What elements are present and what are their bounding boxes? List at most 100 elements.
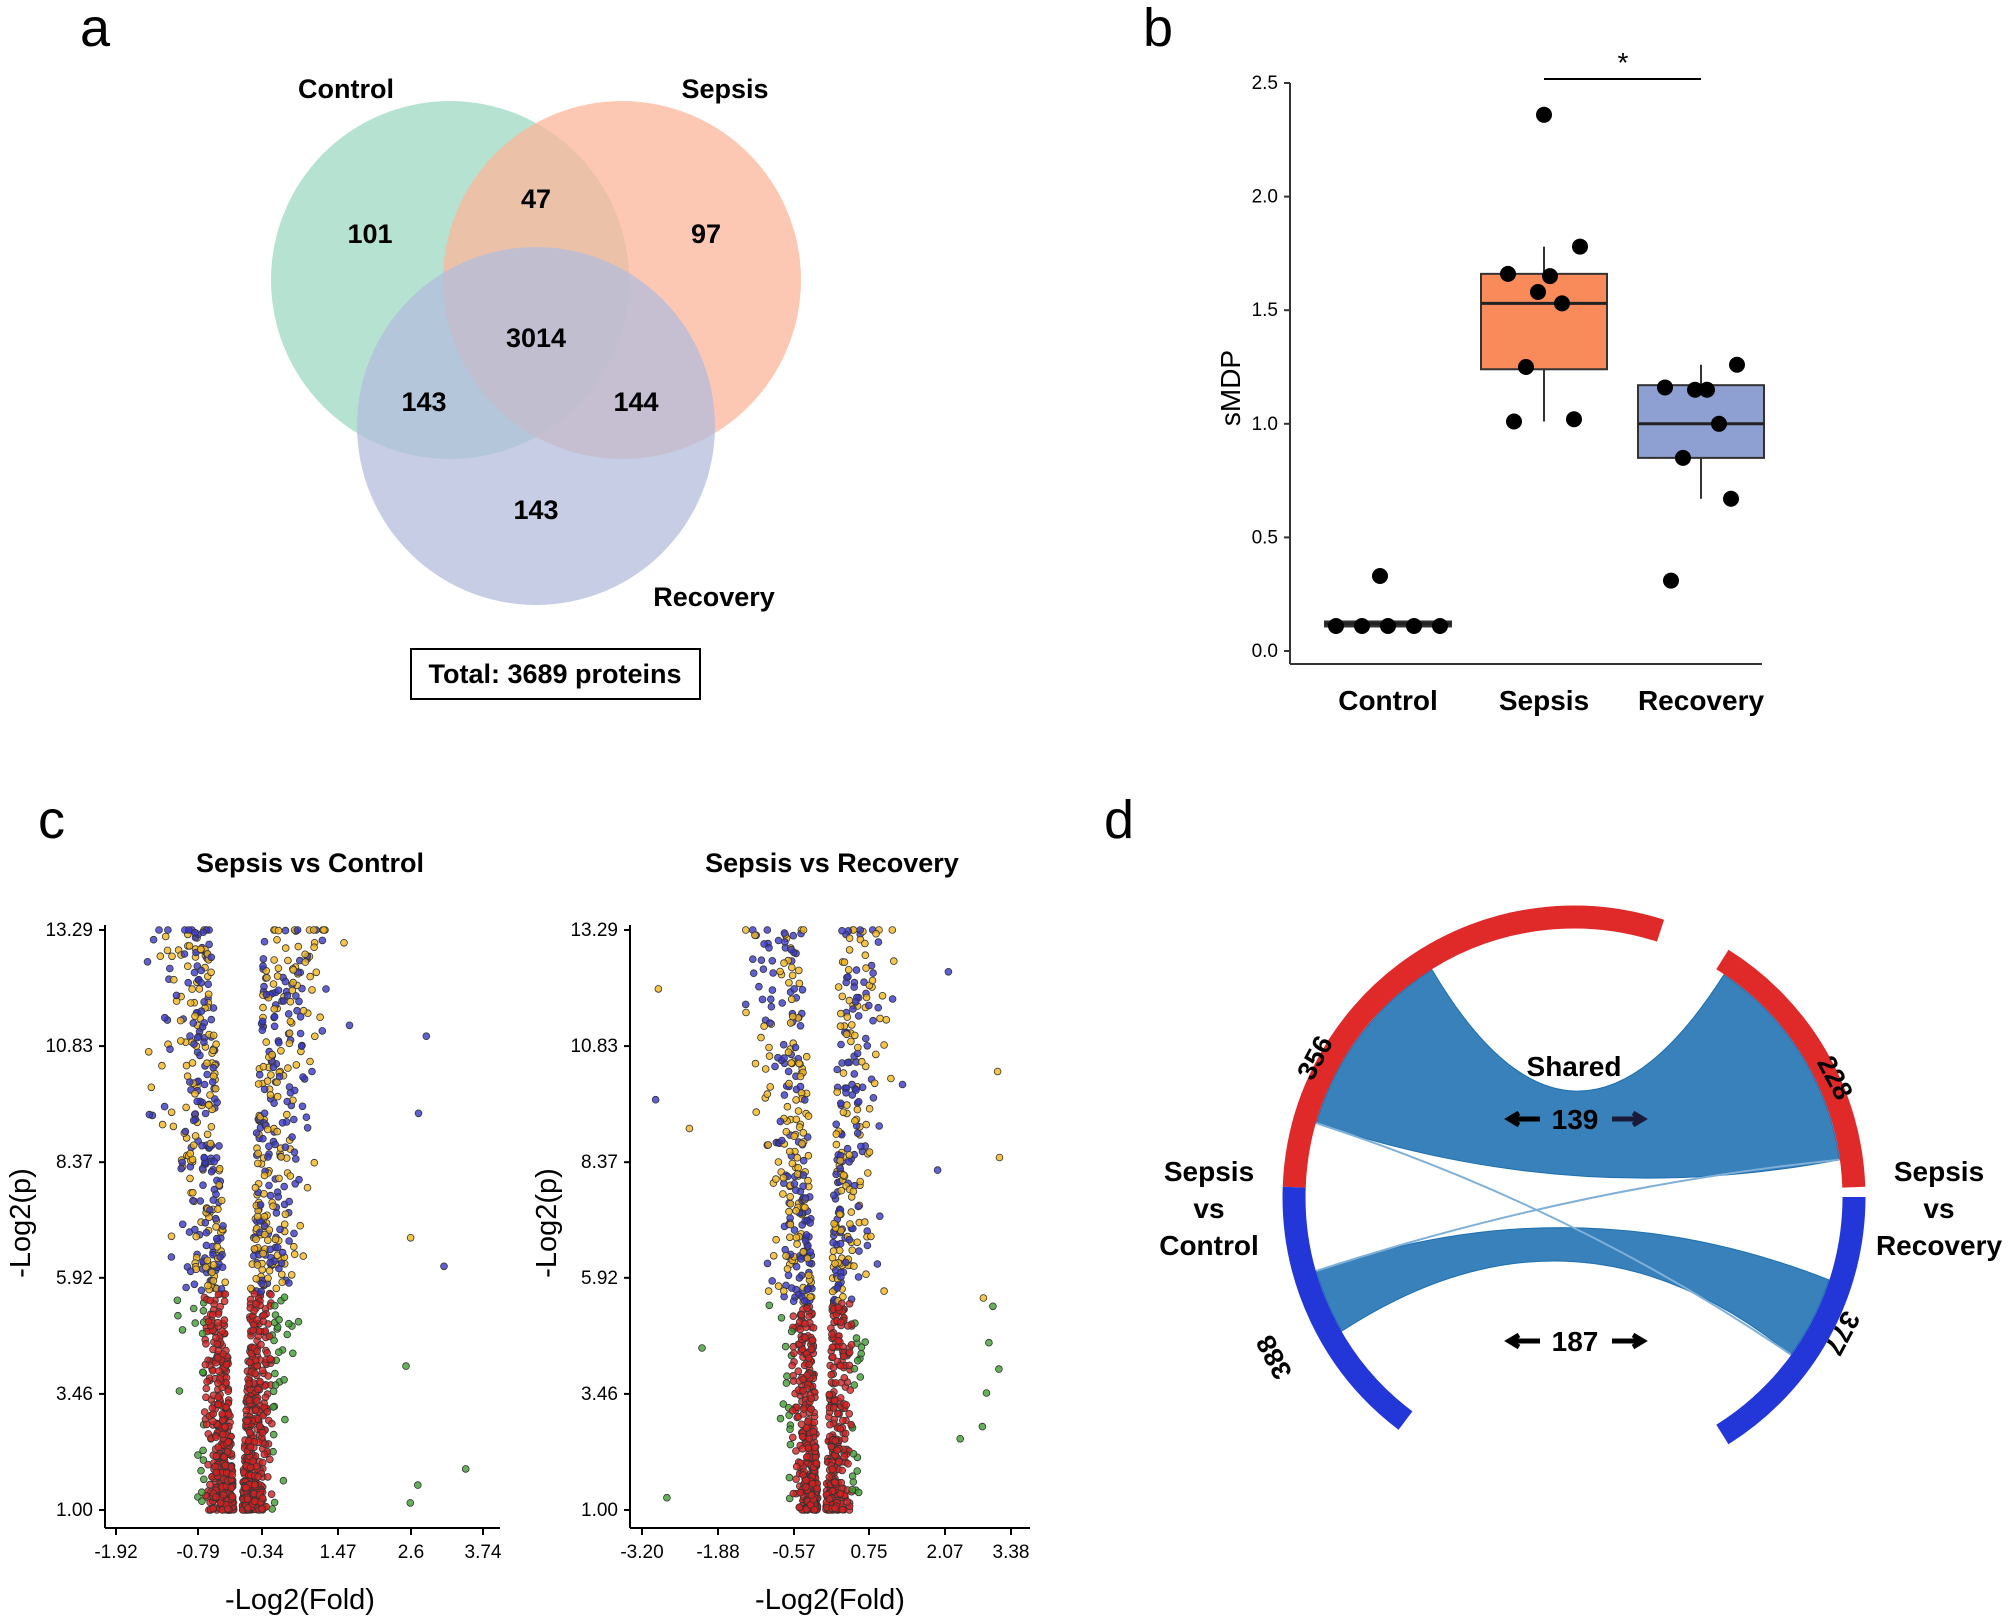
chord-arc-right-up xyxy=(1716,949,1866,1188)
volcano-point xyxy=(803,1304,811,1313)
volcano-point xyxy=(845,1361,854,1370)
volcano1-points xyxy=(143,926,470,1514)
volcano-point xyxy=(854,1488,863,1497)
volcano-point xyxy=(772,1235,780,1244)
volcano-point xyxy=(786,1193,794,1201)
volcano-point xyxy=(868,976,877,985)
boxplot-y-tick-label: 0.5 xyxy=(1252,527,1278,548)
volcano-point xyxy=(850,983,858,991)
volcano-point xyxy=(252,1235,260,1243)
volcano-point xyxy=(882,1015,891,1024)
volcano-point xyxy=(196,1051,204,1060)
volcano-point xyxy=(272,1284,281,1293)
volcano-point xyxy=(280,1220,289,1229)
volcano-point xyxy=(784,1067,793,1076)
volcano-point xyxy=(147,1083,156,1092)
volcano-point xyxy=(853,1238,861,1247)
volcano-point xyxy=(837,1040,845,1049)
volcano-point xyxy=(213,1354,222,1362)
volcano-point xyxy=(763,1259,772,1268)
volcano-point xyxy=(207,968,215,977)
volcano-point xyxy=(757,956,766,964)
volcano-point xyxy=(209,1004,218,1012)
boxplot-point xyxy=(1372,568,1388,585)
volcano-point xyxy=(273,1127,282,1136)
volcano-point xyxy=(826,1420,834,1429)
volcano-point xyxy=(212,1468,221,1477)
volcano-point xyxy=(789,931,798,940)
volcano-point xyxy=(186,1032,194,1040)
volcano-point xyxy=(246,1463,255,1472)
volcano-point xyxy=(778,999,786,1007)
volcano-point xyxy=(274,1348,283,1356)
volcano-point xyxy=(852,966,861,974)
volcano-point xyxy=(787,1284,796,1292)
volcano-point xyxy=(840,958,849,966)
boxplot-box xyxy=(1637,384,1765,459)
volcano-point xyxy=(191,928,199,937)
volcano-point xyxy=(888,926,897,934)
volcano-point xyxy=(838,1505,847,1514)
volcano-point xyxy=(887,1074,895,1083)
volcano-point xyxy=(295,1175,303,1184)
volcano-point xyxy=(853,1043,862,1052)
volcano-point xyxy=(836,1489,845,1498)
volcano-point xyxy=(277,1259,286,1268)
chord-arc-left-down xyxy=(1282,1186,1413,1430)
volcano-point xyxy=(856,1142,865,1151)
volcano-point xyxy=(779,1040,788,1049)
volcano-point xyxy=(787,1059,795,1067)
volcano-point xyxy=(281,977,290,986)
volcano-point xyxy=(200,1475,208,1484)
volcano-point xyxy=(845,946,854,954)
volcano2-points xyxy=(651,926,1004,1514)
volcano-point xyxy=(849,1478,858,1486)
volcano-point xyxy=(836,1099,845,1108)
volcano-point xyxy=(783,1372,791,1380)
volcano-point xyxy=(318,936,327,945)
volcano-point xyxy=(985,1338,993,1347)
volcano-point xyxy=(158,1061,166,1070)
volcano-point xyxy=(839,1069,848,1077)
volcano-point xyxy=(798,1445,807,1453)
volcano-point xyxy=(270,1498,279,1507)
volcano-point xyxy=(177,1164,186,1173)
volcano-point xyxy=(203,1377,211,1386)
volcano-point xyxy=(845,1410,853,1418)
volcano-point xyxy=(838,926,846,935)
volcano-point xyxy=(765,1301,774,1310)
volcano-point xyxy=(856,926,864,934)
volcano-point xyxy=(838,992,847,1001)
volcano-point xyxy=(944,967,953,976)
volcano-point xyxy=(273,972,282,980)
volcano-point xyxy=(287,1271,296,1279)
volcano-point xyxy=(202,1384,211,1393)
boxplot-point xyxy=(1687,381,1703,398)
volcano-point xyxy=(196,1197,205,1205)
volcano-point xyxy=(203,1070,212,1079)
volcano-point xyxy=(867,1232,875,1241)
volcano-point xyxy=(207,1015,216,1024)
volcano-point xyxy=(306,1057,314,1066)
volcano-point xyxy=(792,1115,801,1124)
volcano-point xyxy=(763,926,772,934)
volcano-point xyxy=(215,1142,223,1150)
boxplot-y-tick-label: 2.5 xyxy=(1252,73,1278,94)
volcano-point xyxy=(254,1149,262,1158)
volcano-point xyxy=(742,1008,750,1017)
volcano-point xyxy=(186,1267,195,1276)
volcano-point xyxy=(786,1440,795,1449)
volcano-point xyxy=(172,991,181,1000)
volcano-x-tick-label: 3.38 xyxy=(993,1542,1030,1563)
volcano-point xyxy=(200,1038,208,1046)
volcano-point xyxy=(834,983,843,991)
volcano-point xyxy=(805,1312,813,1321)
volcano-point xyxy=(166,1045,174,1053)
volcano-point xyxy=(847,1341,856,1349)
volcano-point xyxy=(212,1040,220,1048)
volcano-point xyxy=(293,1006,301,1015)
volcano-x-tick-label: 3.74 xyxy=(465,1542,502,1563)
volcano-point xyxy=(790,1349,798,1358)
volcano-point xyxy=(204,980,213,988)
